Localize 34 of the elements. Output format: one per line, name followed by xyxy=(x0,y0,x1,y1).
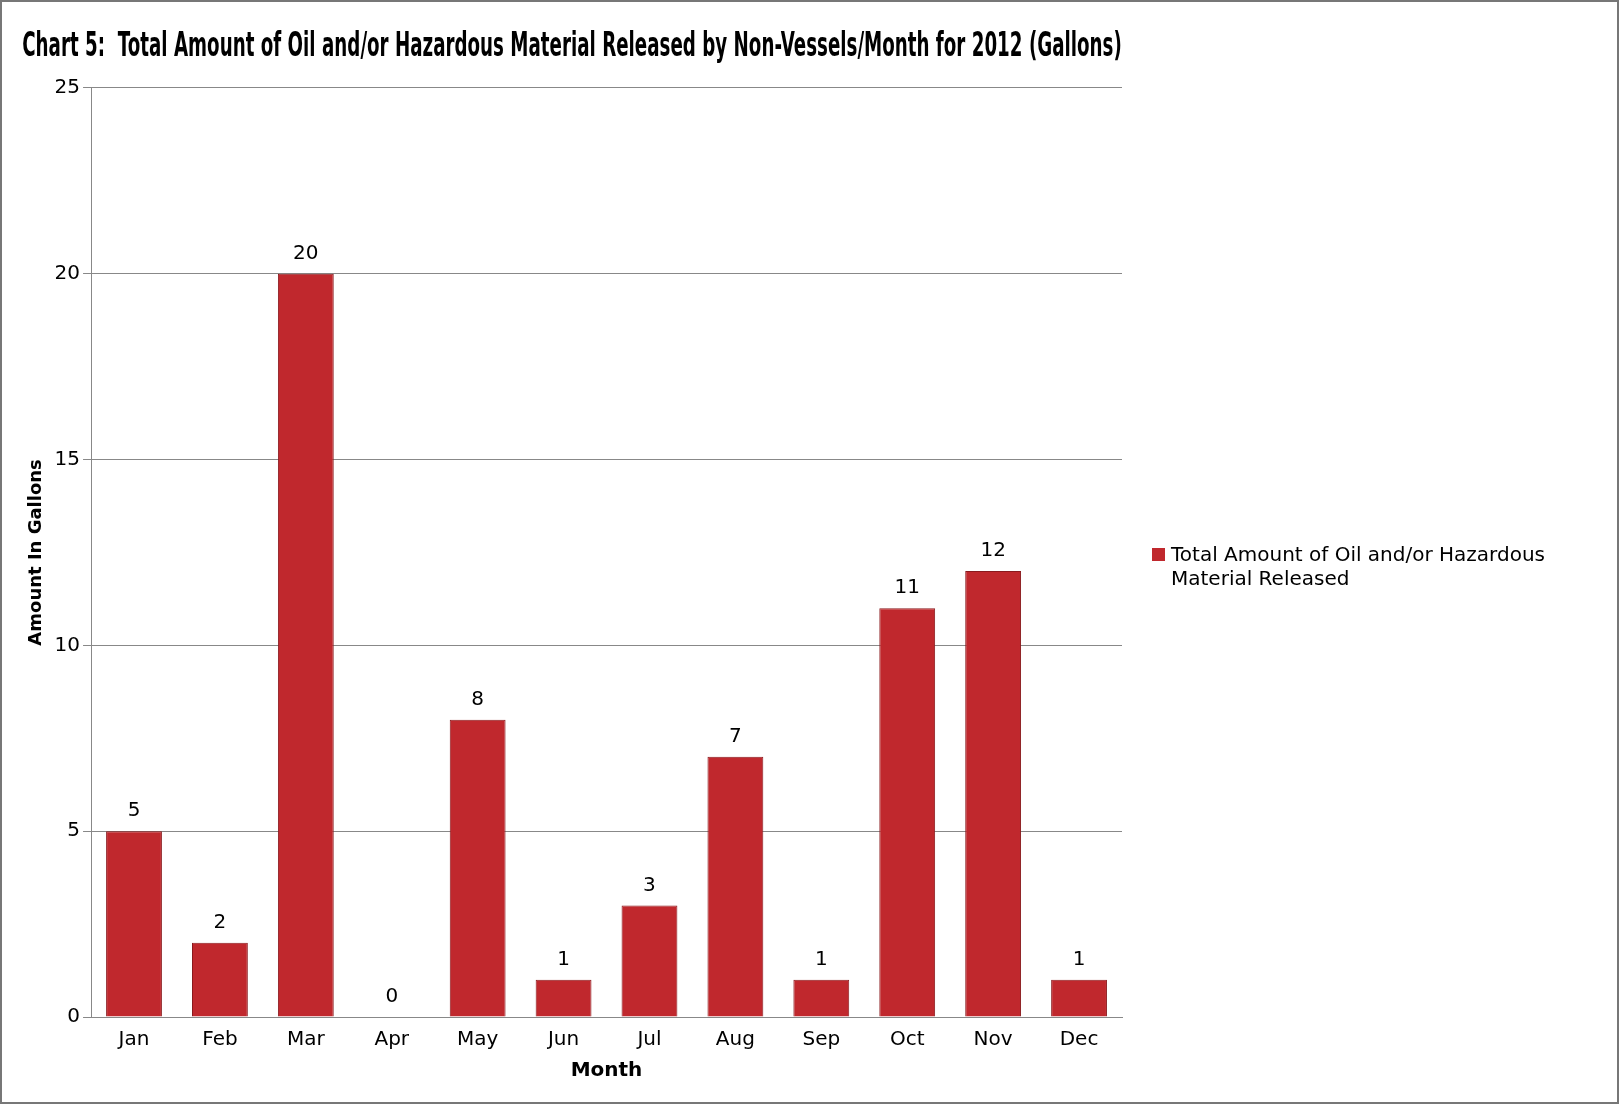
x-tick-label: Jan xyxy=(116,1026,150,1051)
data-label: 7 xyxy=(729,723,742,748)
x-tick-label: Aug xyxy=(715,1026,755,1051)
x-tick-label: Nov xyxy=(973,1026,1013,1051)
x-tick-label: Mar xyxy=(286,1026,326,1051)
y-tick-label: 0 xyxy=(67,1003,81,1028)
legend-label: Total Amount of Oil and/or Hazardous Material Released xyxy=(1171,542,1546,590)
x-tick-label: Dec xyxy=(1059,1026,1099,1051)
data-label: 8 xyxy=(471,685,485,710)
y-axis-title: Amount In Gallons xyxy=(24,459,46,646)
x-tick-label: May xyxy=(456,1026,499,1051)
x-tick-label: Feb xyxy=(202,1026,238,1051)
y-tick-label: 15 xyxy=(54,445,81,470)
data-label: 1 xyxy=(557,946,570,971)
data-label: 1 xyxy=(1072,946,1086,971)
chart-title: Chart 5: Total Amount of Oil and/or Hazardous Material Released by Non-Vessels/Month for 2012 (Gallons) xyxy=(22,25,1122,64)
y-tick-label: 20 xyxy=(54,259,81,284)
data-label: 5 xyxy=(127,797,141,822)
x-axis-title: Month xyxy=(570,1057,643,1082)
y-tick-label: 25 xyxy=(54,74,81,98)
x-tick-label: Jun xyxy=(545,1026,580,1051)
x-tick-label: Oct xyxy=(889,1026,925,1051)
data-label: 20 xyxy=(293,239,319,264)
data-label: 1 xyxy=(814,946,828,971)
data-label: 12 xyxy=(980,537,1006,562)
data-label: 2 xyxy=(213,908,227,933)
y-tick-label: 5 xyxy=(67,817,81,842)
y-tick-label: 10 xyxy=(54,631,81,656)
data-label: 0 xyxy=(385,983,399,1008)
data-label: 3 xyxy=(643,871,656,896)
x-tick-label: Sep xyxy=(802,1026,841,1051)
data-label: 11 xyxy=(894,574,920,599)
x-tick-label: Apr xyxy=(374,1026,410,1051)
x-tick-label: Jul xyxy=(635,1026,662,1051)
